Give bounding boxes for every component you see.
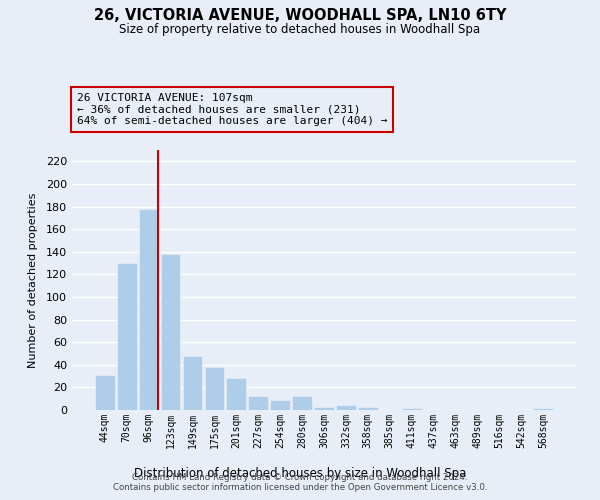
Bar (117, 263, 137, 410)
Bar (402, 408, 422, 410)
Bar (139, 209, 158, 410)
Text: 26, VICTORIA AVENUE, WOODHALL SPA, LN10 6TY: 26, VICTORIA AVENUE, WOODHALL SPA, LN10 … (94, 8, 506, 22)
Bar (358, 406, 378, 410)
Bar (205, 367, 224, 410)
Bar (182, 356, 202, 410)
Bar (314, 406, 334, 410)
Text: Size of property relative to detached houses in Woodhall Spa: Size of property relative to detached ho… (119, 22, 481, 36)
Bar (336, 406, 356, 410)
Text: 26 VICTORIA AVENUE: 107sqm
← 36% of detached houses are smaller (231)
64% of sem: 26 VICTORIA AVENUE: 107sqm ← 36% of deta… (77, 93, 388, 126)
Y-axis label: Number of detached properties: Number of detached properties (28, 192, 38, 368)
Bar (226, 378, 246, 410)
Bar (270, 400, 290, 410)
Bar (292, 396, 312, 410)
Bar (248, 396, 268, 410)
Text: Distribution of detached houses by size in Woodhall Spa: Distribution of detached houses by size … (134, 467, 466, 480)
Text: Contains HM Land Registry data © Crown copyright and database right 2024.
Contai: Contains HM Land Registry data © Crown c… (113, 473, 487, 492)
Bar (533, 408, 553, 410)
Bar (95, 375, 115, 410)
Bar (161, 254, 181, 410)
